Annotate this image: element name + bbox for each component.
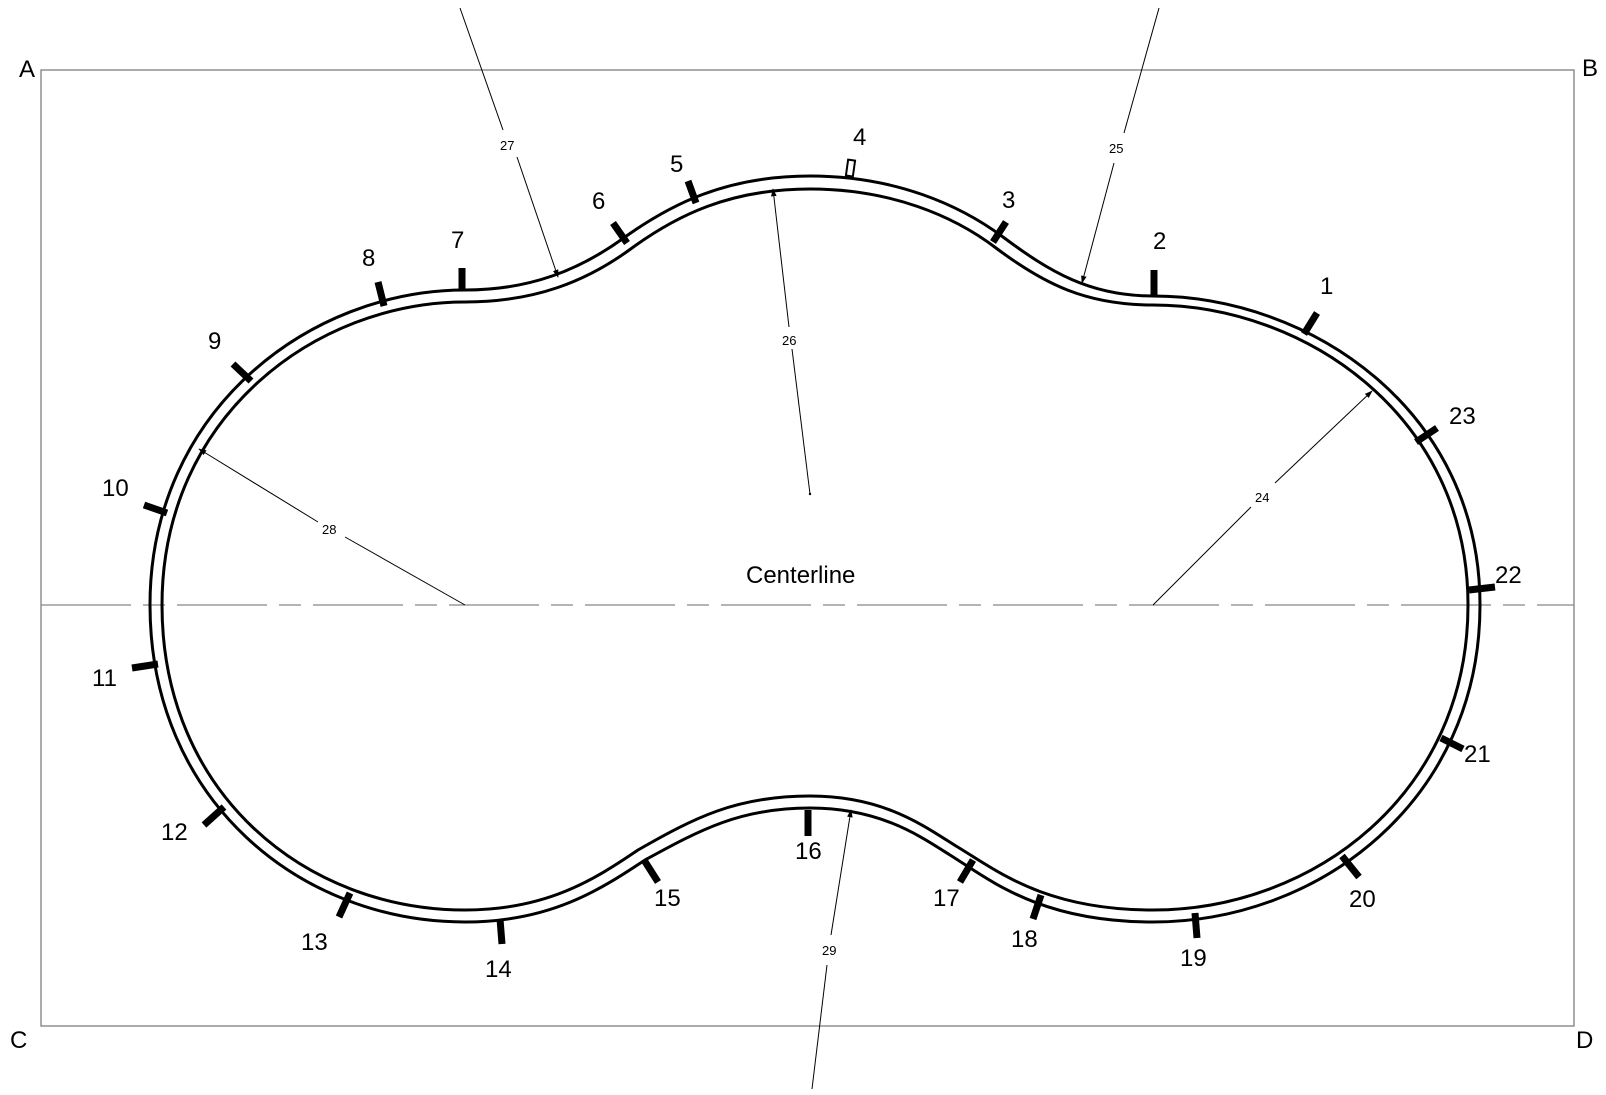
dimension-line-29a <box>811 964 828 1090</box>
frame-rectangle <box>40 69 1575 1027</box>
post-marker-18 <box>1029 893 1045 921</box>
dimension-line-26a <box>791 348 811 495</box>
post-label-1: 1 <box>1320 273 1333 300</box>
post-label-17: 17 <box>933 885 960 912</box>
post-marker-11 <box>131 660 159 672</box>
post-label-10: 10 <box>102 475 129 502</box>
centerline-label: Centerline <box>746 562 855 589</box>
post-marker-19 <box>1191 912 1201 939</box>
dimension-line-28a <box>344 536 466 606</box>
dimension-line-29b <box>830 809 853 936</box>
post-label-9: 9 <box>208 328 221 355</box>
post-label-20: 20 <box>1349 886 1376 913</box>
corner-label-b: B <box>1582 55 1598 82</box>
post-label-8: 8 <box>362 245 375 272</box>
dimension-label-26: 26 <box>782 333 796 348</box>
post-marker-21 <box>1439 734 1465 753</box>
post-marker-17 <box>956 858 977 884</box>
post-label-22: 22 <box>1495 562 1522 589</box>
post-marker-5 <box>684 179 700 205</box>
post-marker-9 <box>230 361 254 384</box>
dimension-line-27b <box>516 156 559 278</box>
post-label-14: 14 <box>485 956 512 983</box>
post-marker-3 <box>990 220 1009 244</box>
post-label-3: 3 <box>1002 187 1015 214</box>
dimension-line-27a <box>459 7 504 131</box>
dimension-line-28b <box>198 448 319 523</box>
dimension-label-24: 24 <box>1255 490 1269 505</box>
post-label-18: 18 <box>1011 926 1038 953</box>
dimension-line-24b <box>1274 390 1373 484</box>
post-marker-4 <box>844 158 857 178</box>
dimension-label-28: 28 <box>322 522 336 537</box>
post-label-5: 5 <box>670 151 683 178</box>
post-label-6: 6 <box>592 188 605 215</box>
dimension-label-29: 29 <box>822 943 836 958</box>
dimension-line-25a <box>1123 7 1160 134</box>
post-label-13: 13 <box>301 929 328 956</box>
dimension-lines <box>198 7 1373 1090</box>
post-marker-12 <box>201 804 227 828</box>
post-label-16: 16 <box>795 838 822 865</box>
post-markers <box>131 179 1496 945</box>
dimension-label-27: 27 <box>500 138 514 153</box>
post-label-7: 7 <box>451 227 464 254</box>
post-marker-8 <box>374 281 388 307</box>
dimension-line-24a <box>1152 506 1252 606</box>
post-marker-6 <box>610 220 630 246</box>
corner-label-d: D <box>1576 1027 1593 1054</box>
post-marker-22 <box>1468 583 1496 594</box>
dimension-label-25: 25 <box>1109 141 1123 156</box>
post-label-23: 23 <box>1449 403 1476 430</box>
post-label-15: 15 <box>654 885 681 912</box>
post-label-4: 4 <box>853 124 866 151</box>
dimension-line-26b <box>771 188 790 328</box>
post-marker-15 <box>641 858 661 884</box>
post-marker-13 <box>335 891 354 919</box>
dimension-labels: 24 25 26 27 28 29 <box>322 138 1269 958</box>
post-label-12: 12 <box>161 819 188 846</box>
post-label-21: 21 <box>1464 741 1491 768</box>
post-labels: 1 2 3 4 5 6 7 8 9 10 11 12 13 14 15 16 1… <box>92 124 1522 983</box>
corner-label-a: A <box>19 56 35 83</box>
dimension-line-25b <box>1081 162 1115 284</box>
corner-label-c: C <box>10 1027 27 1054</box>
pool-outline <box>148 174 1482 924</box>
post-marker-1 <box>1301 311 1320 336</box>
post-label-2: 2 <box>1153 228 1166 255</box>
post-marker-23 <box>1414 425 1439 445</box>
post-label-19: 19 <box>1180 945 1207 972</box>
post-marker-10 <box>142 501 169 517</box>
post-marker-20 <box>1339 853 1362 880</box>
center-point-26 <box>808 492 812 496</box>
post-label-11: 11 <box>92 665 117 692</box>
post-marker-14 <box>496 918 506 945</box>
